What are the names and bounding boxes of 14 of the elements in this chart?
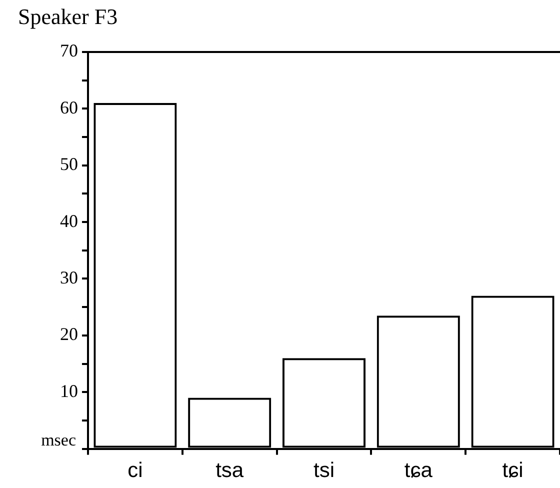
y-tick-label: 50 bbox=[60, 154, 78, 174]
chart-title: Speaker F3 bbox=[18, 4, 118, 30]
y-tick-label: 60 bbox=[60, 97, 78, 118]
y-tick-label: 70 bbox=[60, 40, 78, 61]
x-tick-label: tɕa bbox=[404, 459, 433, 482]
y-tick-label: 10 bbox=[60, 380, 78, 401]
x-tick-label: ci bbox=[128, 459, 143, 482]
y-tick-label: 20 bbox=[60, 324, 78, 344]
y-tick-label: 40 bbox=[60, 210, 78, 231]
x-tick-label: tsa bbox=[216, 459, 244, 482]
y-tick-label: 30 bbox=[60, 267, 78, 288]
y-axis-title: msec bbox=[41, 430, 76, 450]
x-tick-label: tɕi bbox=[502, 459, 524, 482]
x-tick-label: tsi bbox=[314, 459, 334, 482]
